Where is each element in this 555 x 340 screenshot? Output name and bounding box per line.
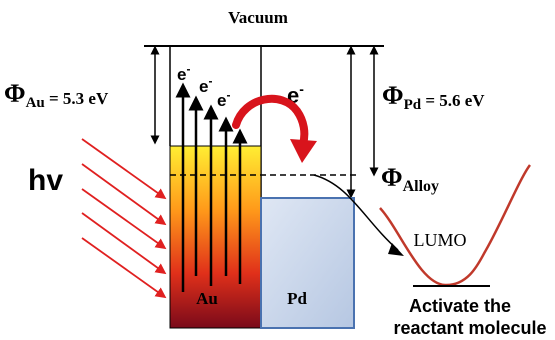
light-rays: [81, 138, 167, 299]
phi-alloy-label: ΦAlloy: [381, 163, 439, 195]
activate-caption-line1: Activate the: [409, 296, 511, 316]
light-ray-4: [81, 212, 167, 275]
au-label: Au: [196, 289, 218, 308]
electron-label-1: e-: [177, 62, 190, 84]
au-block: [169, 145, 262, 329]
light-ray-5: [81, 237, 167, 299]
electron-label-3: e-: [217, 88, 230, 110]
activate-caption-line2: reactant molecule: [393, 318, 546, 338]
pd-label: Pd: [287, 289, 307, 308]
light-ray-1: [81, 138, 167, 200]
electron-label-2: e-: [199, 74, 212, 96]
light-ray-2: [81, 163, 167, 226]
hv-label: hv: [28, 164, 63, 197]
vacuum-label: Vacuum: [228, 8, 288, 27]
pd-block: [260, 197, 355, 329]
light-ray-3: [81, 188, 167, 250]
phi-au-label: ΦAu = 5.3 eV: [4, 79, 109, 111]
electron-transfer-arrow: [232, 94, 317, 163]
lumo-curve: [379, 164, 532, 287]
excitation-arrows: [175, 82, 248, 292]
lumo-label: LUMO: [414, 230, 467, 250]
phi-pd-label: ΦPd = 5.6 eV: [382, 81, 485, 113]
transfer-to-lumo-arrow: [313, 174, 399, 251]
